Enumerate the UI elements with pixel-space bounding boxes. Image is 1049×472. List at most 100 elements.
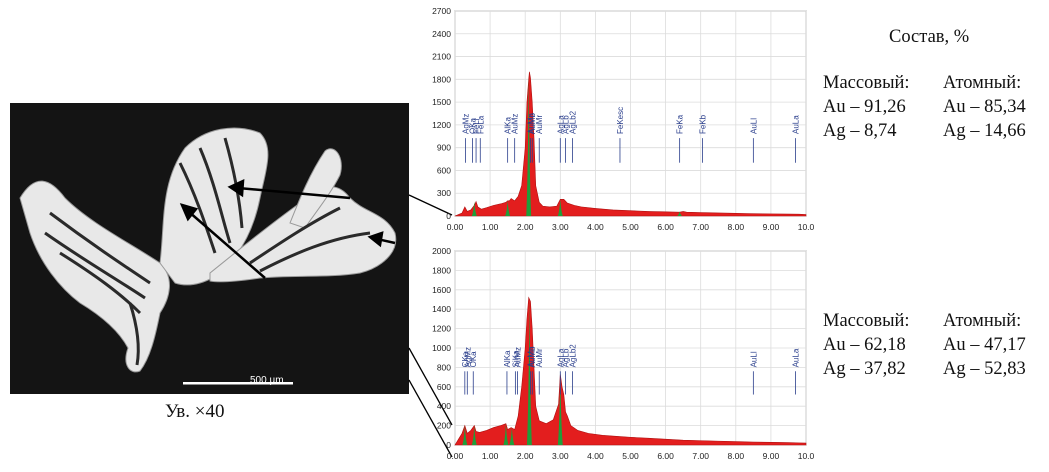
- peak: [503, 423, 509, 445]
- y-tick-label: 1200: [432, 120, 451, 130]
- atomic-header: Атомный:: [943, 311, 1022, 331]
- atomic-value: Au – 47,17: [943, 335, 1026, 355]
- x-tick-label: 1.00: [482, 222, 499, 232]
- x-tick-label: 10.0: [798, 222, 815, 232]
- line-label: AgMz: [462, 114, 471, 134]
- line-label: AgLb: [562, 115, 571, 134]
- atomic-value: Au – 85,34: [943, 97, 1026, 117]
- line-label: AuMz: [511, 114, 520, 134]
- line-label: FeKb: [698, 114, 707, 134]
- y-tick-label: 600: [437, 382, 451, 392]
- line-label: AlKa: [504, 117, 513, 134]
- peak: [462, 425, 468, 445]
- y-tick-label: 2100: [432, 52, 451, 62]
- line-label: AgLb2: [569, 110, 578, 134]
- line-label: AuMa: [526, 113, 535, 134]
- x-tick-label: 0.00: [447, 222, 464, 232]
- x-tick-label: 4.00: [587, 451, 604, 461]
- peak: [557, 374, 563, 445]
- x-tick-label: 7.00: [692, 451, 709, 461]
- peak: [509, 427, 515, 445]
- mass-value: Au – 62,18: [823, 335, 906, 355]
- x-tick-label: 8.00: [728, 451, 745, 461]
- mass-value: Ag – 37,82: [823, 359, 906, 379]
- y-tick-label: 2400: [432, 29, 451, 39]
- line-label: AgLb2: [569, 344, 578, 368]
- x-tick-label: 2.00: [517, 451, 534, 461]
- peak: [471, 425, 477, 445]
- y-tick-label: 1600: [432, 285, 451, 295]
- x-tick-label: 3.00: [552, 222, 569, 232]
- sem-particle-image: [10, 103, 409, 394]
- y-tick-label: 900: [437, 143, 451, 153]
- y-tick-label: 1200: [432, 324, 451, 334]
- composition-header-row: Массовый: Атомный:: [823, 71, 1026, 95]
- line-label: AuMb: [528, 346, 537, 367]
- line-label: FeKa: [676, 114, 685, 134]
- y-tick-label: 0: [446, 211, 451, 221]
- line-label: OKa: [469, 117, 478, 134]
- y-tick-label: 1400: [432, 304, 451, 314]
- peak: [471, 201, 477, 216]
- line-label: AuLa: [791, 348, 800, 367]
- line-label: FeLl: [472, 118, 481, 134]
- x-tick-label: 4.00: [587, 222, 604, 232]
- atomic-value: Ag – 14,66: [943, 121, 1026, 141]
- y-tick-label: 400: [437, 401, 451, 411]
- x-tick-label: 6.00: [657, 451, 674, 461]
- line-label: AuLa: [791, 115, 800, 134]
- peak: [526, 75, 532, 216]
- x-tick-label: 7.00: [692, 222, 709, 232]
- atomic-value: Ag – 52,83: [943, 359, 1026, 379]
- x-tick-label: 6.00: [657, 222, 674, 232]
- mass-header: Массовый:: [823, 73, 910, 93]
- peak: [677, 211, 683, 216]
- y-tick-label: 2700: [432, 6, 451, 16]
- x-tick-label: 10.0: [798, 451, 815, 461]
- line-label: AgLb: [562, 348, 571, 367]
- peak: [526, 299, 532, 445]
- line-label: AuMb: [528, 113, 537, 134]
- y-tick-label: 1500: [432, 97, 451, 107]
- line-label: FeKesc: [616, 107, 625, 134]
- y-tick-label: 1000: [432, 343, 451, 353]
- y-tick-label: 800: [437, 362, 451, 372]
- mass-value: Ag – 8,74: [823, 121, 897, 141]
- composition-block-2: Массовый: Атомный: Au – 62,18 Au – 47,17…: [823, 309, 1026, 381]
- line-label: AlKa: [503, 350, 512, 367]
- peak: [505, 200, 511, 216]
- y-tick-label: 300: [437, 188, 451, 198]
- x-tick-label: 5.00: [622, 222, 639, 232]
- line-label: AgLa: [556, 115, 565, 134]
- magnification-label: Ув. ×40: [165, 401, 225, 422]
- line-label: AuMz: [513, 347, 522, 367]
- composition-row: Ag – 8,74 Ag – 14,66: [823, 119, 1026, 143]
- line-label: OKa: [469, 351, 478, 368]
- composition-row: Au – 91,26 Au – 85,34: [823, 95, 1026, 119]
- x-tick-label: 0.00: [447, 451, 464, 461]
- line-label: AuMr: [535, 348, 544, 367]
- line-label: AgLa: [556, 348, 565, 367]
- x-tick-label: 8.00: [728, 222, 745, 232]
- x-tick-label: 1.00: [482, 451, 499, 461]
- spectrum-area: [454, 71, 807, 217]
- line-label: SiKa: [511, 350, 520, 367]
- line-label: CKa: [461, 351, 470, 367]
- composition-row: Ag – 37,82 Ag – 52,83: [823, 357, 1026, 381]
- line-label: AuMr: [535, 115, 544, 134]
- atomic-header: Атомный:: [943, 73, 1022, 93]
- y-tick-label: 2000: [432, 246, 451, 256]
- x-tick-label: 2.00: [517, 222, 534, 232]
- composition-block-1: Массовый: Атомный: Au – 91,26 Au – 85,34…: [823, 71, 1026, 143]
- peak: [557, 199, 563, 216]
- line-label: AuLl: [749, 351, 758, 367]
- composition-header-row: Массовый: Атомный:: [823, 309, 1026, 333]
- line-label: AgMz: [463, 347, 472, 367]
- x-tick-label: 5.00: [622, 451, 639, 461]
- x-tick-label: 9.00: [763, 222, 780, 232]
- x-tick-label: 3.00: [552, 451, 569, 461]
- spectrum-area: [454, 296, 807, 446]
- scalebar-label: 500 µm: [250, 375, 284, 386]
